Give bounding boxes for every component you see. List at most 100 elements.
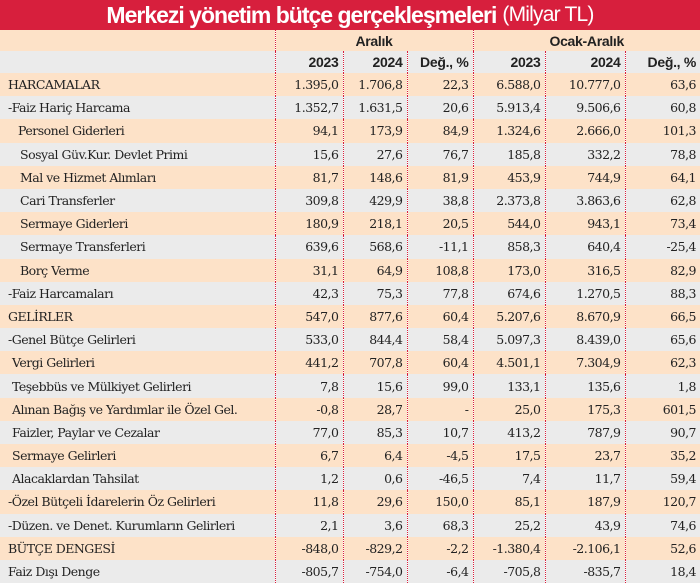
cell-value: 81,7 — [274, 165, 343, 189]
cell-value: 6,4 — [342, 444, 407, 468]
cell-value: 185,8 — [472, 142, 545, 166]
cell-value: 64,1 — [624, 165, 700, 189]
cell-value: 42,3 — [274, 281, 343, 305]
cell-value: 744,9 — [544, 165, 625, 189]
table-row: Sermaye Transferleri 639,6 568,6 -11,1 858,3… — [0, 235, 700, 259]
table-row: GELİRLER 547,0 877,6 60,4 5.207,6 8.670,9 66,5 — [0, 304, 700, 329]
row-label: Teşebbüs ve Mülkiyet Gelirleri — [12, 378, 192, 394]
table-row: Faiz Dışı Denge -805,7 -754,0 -6,4 -705,8 -83… — [0, 559, 700, 584]
column-header: Değ., % — [406, 51, 473, 73]
table-row: Cari Transferler 309,8 429,9 38,8 2.373,8 3.8… — [0, 188, 700, 213]
cell-value: 4.501,1 — [472, 351, 545, 375]
cell-value: 31,1 — [274, 258, 343, 282]
cell-value: 43,9 — [544, 513, 625, 537]
row-label: Faizler, Paylar ve Cezalar — [12, 424, 160, 440]
cell-value: 429,9 — [342, 188, 407, 213]
cell-value: 25,0 — [472, 397, 545, 421]
table-row: Alacaklardan Tahsilat 1,2 0,6 -46,5 7,4 11,7 5… — [0, 467, 700, 491]
cell-value: 9.506,6 — [544, 96, 625, 120]
row-label: GELİRLER — [8, 308, 73, 324]
row-label: -Faiz Harcamaları — [8, 285, 114, 301]
cell-value: 78,8 — [624, 142, 700, 166]
cell-value: -6,4 — [406, 559, 473, 584]
cell-value: 27,6 — [342, 142, 407, 166]
cell-value: 544,0 — [472, 212, 545, 236]
row-label: Sermaye Gelirleri — [12, 448, 116, 464]
cell-value: 11,8 — [274, 490, 343, 514]
cell-value: 1.706,8 — [342, 73, 407, 97]
cell-value: -4,5 — [406, 444, 473, 468]
table-row: Vergi Gelirleri 441,2 707,8 60,4 4.501,1 7.30… — [0, 351, 700, 375]
cell-value: -848,0 — [274, 536, 343, 560]
cell-value: 120,7 — [624, 490, 700, 514]
cell-value: 148,6 — [342, 165, 407, 189]
row-label: BÜTÇE DENGESİ — [8, 540, 115, 556]
cell-value: 35,2 — [624, 444, 700, 468]
cell-value: -1.380,4 — [472, 536, 545, 560]
cell-value: -2,2 — [406, 536, 473, 560]
cell-value: 77,8 — [406, 281, 473, 305]
cell-value: 2.373,8 — [472, 188, 545, 213]
cell-value: 65,6 — [624, 328, 700, 352]
cell-value: -805,7 — [274, 559, 343, 584]
table-title: Merkezi yönetim bütçe gerçekleşmeleri — [106, 1, 497, 28]
cell-value: 38,8 — [406, 188, 473, 213]
cell-value: 6.588,0 — [472, 73, 545, 97]
table-row: -Faiz Hariç Harcama 1.352,7 1.631,5 20,6 5.9… — [0, 96, 700, 120]
cell-value: -829,2 — [342, 536, 407, 560]
cell-value: 22,3 — [406, 73, 473, 97]
cell-value: 568,6 — [342, 235, 407, 259]
cell-value: -0,8 — [274, 397, 343, 421]
table-row: -Düzen. ve Denet. Kurumların Gelirleri 2,… — [0, 513, 700, 537]
cell-value: -705,8 — [472, 559, 545, 584]
header-blank — [0, 51, 275, 73]
cell-value: 62,3 — [624, 351, 700, 375]
row-label: Vergi Gelirleri — [12, 355, 95, 371]
cell-value: -11,1 — [406, 235, 473, 259]
cell-value: 108,8 — [406, 258, 473, 282]
cell-value: 73,4 — [624, 212, 700, 236]
row-label: Faiz Dışı Denge — [8, 564, 100, 580]
cell-value: 88,3 — [624, 281, 700, 305]
cell-value: 18,4 — [624, 559, 700, 584]
row-label: Sermaye Giderleri — [20, 216, 128, 232]
cell-value: 63,6 — [624, 73, 700, 97]
cell-value: 332,2 — [544, 142, 625, 166]
cell-value: 10.777,0 — [544, 73, 625, 97]
group-header-row: Aralık Ocak-Aralık — [0, 30, 700, 51]
table-row: Alınan Bağış ve Yardımlar ile Özel Gel. -… — [0, 397, 700, 421]
cell-value: 135,6 — [544, 374, 625, 398]
cell-value: 6,7 — [274, 444, 343, 468]
row-label: -Düzen. ve Denet. Kurumların Gelirleri — [8, 517, 235, 533]
row-label: Personel Giderleri — [18, 123, 125, 139]
group-header-ocak-aralik: Ocak-Aralık — [472, 30, 700, 51]
cell-value: 413,2 — [472, 420, 545, 444]
cell-value: 28,7 — [342, 397, 407, 421]
cell-value: 1.631,5 — [342, 96, 407, 120]
table-row: Sosyal Güv.Kur. Devlet Primi 15,6 27,6 76,7… — [0, 142, 700, 166]
row-label: -Özel Bütçeli İdarelerin Öz Gelirleri — [8, 494, 216, 510]
cell-value: 187,9 — [544, 490, 625, 514]
row-label: Cari Transferler — [20, 193, 115, 209]
cell-value: 1.395,0 — [274, 73, 343, 97]
cell-value: 674,6 — [472, 281, 545, 305]
table-row: Sermaye Giderleri 180,9 218,1 20,5 544,0 943,… — [0, 212, 700, 236]
cell-value: 75,3 — [342, 281, 407, 305]
cell-value: -2.106,1 — [544, 536, 625, 560]
cell-value: 858,3 — [472, 235, 545, 259]
unit-label: (Milyar TL) — [502, 3, 594, 26]
cell-value: 180,9 — [274, 212, 343, 236]
cell-value: 20,6 — [406, 96, 473, 120]
row-label: -Faiz Hariç Harcama — [8, 100, 130, 116]
cell-value: 601,5 — [624, 397, 700, 421]
cell-value: 60,4 — [406, 351, 473, 375]
cell-value: 94,1 — [274, 119, 343, 143]
cell-value: 15,6 — [342, 374, 407, 398]
cell-value: 0,6 — [342, 467, 407, 491]
cell-value: 150,0 — [406, 490, 473, 514]
column-header-row: 2023 2024 Değ., % 2023 2024 Değ., % — [0, 51, 700, 73]
cell-value: 533,0 — [274, 328, 343, 352]
cell-value: 64,9 — [342, 258, 407, 282]
cell-value: 3,6 — [342, 513, 407, 537]
